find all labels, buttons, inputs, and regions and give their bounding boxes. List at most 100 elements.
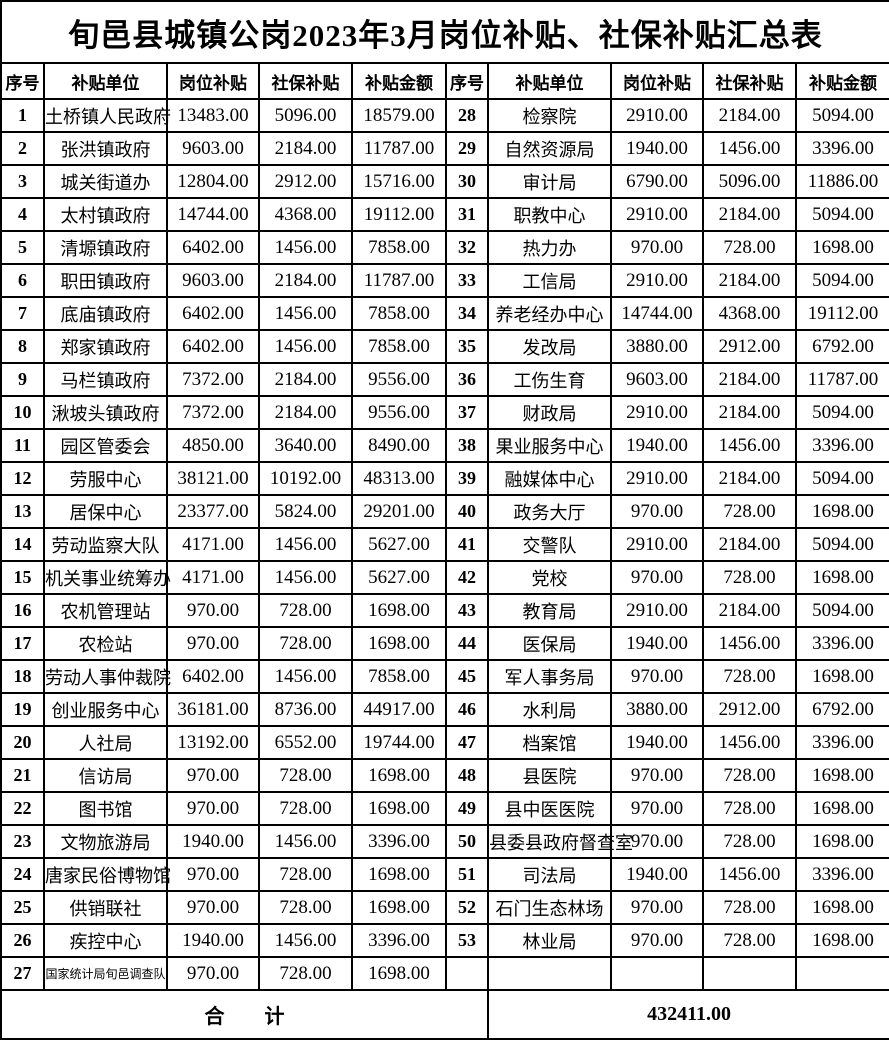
unit-cell: 机关事业统筹办 — [43, 560, 171, 595]
post-subsidy-cell: 970.00 — [610, 923, 704, 958]
post-subsidy-cell: 6790.00 — [610, 164, 704, 199]
subsidy-total-cell: 3396.00 — [794, 626, 889, 661]
subsidy-total-cell: 1698.00 — [794, 923, 889, 958]
post-subsidy-cell: 1940.00 — [610, 131, 704, 166]
unit-cell: 教育局 — [487, 593, 612, 628]
serial-cell: 51 — [445, 857, 489, 892]
subsidy-total-cell: 3396.00 — [351, 824, 447, 859]
social-subsidy-cell: 728.00 — [702, 758, 797, 793]
unit-cell: 石门生态林场 — [487, 890, 612, 925]
table-row: 10 湫坡头镇政府 7372.00 2184.00 9556.00 37 财政局 2910.0… — [0, 395, 889, 430]
serial-cell: 49 — [445, 791, 489, 826]
subsidy-total-cell: 7858.00 — [351, 296, 447, 331]
social-subsidy-cell: 2184.00 — [258, 362, 353, 397]
post-subsidy-cell: 9603.00 — [610, 362, 704, 397]
post-subsidy-cell: 1940.00 — [610, 725, 704, 760]
subsidy-total-cell: 19744.00 — [351, 725, 447, 760]
unit-cell: 职田镇政府 — [43, 263, 168, 298]
post-subsidy-cell: 9603.00 — [166, 263, 260, 298]
table-row: 7 底庙镇政府 6402.00 1456.00 7858.00 34 养老经办中心 14744… — [0, 296, 889, 331]
table-row: 11 园区管委会 4850.00 3640.00 8490.00 38 果业服务中心 1940… — [0, 428, 889, 463]
table-row: 5 清塬镇政府 6402.00 1456.00 7858.00 32 热力办 970.00 72… — [0, 230, 889, 265]
subsidy-total-cell: 1698.00 — [351, 593, 447, 628]
table-row: 6 职田镇政府 9603.00 2184.00 11787.00 33 工信局 2910.00… — [0, 263, 889, 298]
post-subsidy-cell: 12804.00 — [166, 164, 260, 199]
post-subsidy-cell: 970.00 — [610, 791, 704, 826]
social-subsidy-cell: 2912.00 — [258, 164, 353, 199]
post-subsidy-cell: 1940.00 — [610, 626, 704, 661]
serial-cell: 4 — [0, 197, 45, 232]
serial-cell: 27 — [0, 956, 45, 991]
social-subsidy-cell: 8736.00 — [258, 692, 353, 727]
table-row: 27 国家统计局旬邑调查队 970.00 728.00 1698.00 — [0, 956, 889, 991]
serial-cell: 13 — [0, 494, 45, 529]
social-subsidy-cell: 1456.00 — [702, 626, 797, 661]
social-subsidy-cell: 1456.00 — [258, 230, 353, 265]
post-subsidy-cell: 4850.00 — [166, 428, 260, 463]
unit-cell: 医保局 — [487, 626, 612, 661]
social-subsidy-cell: 728.00 — [258, 791, 353, 826]
serial-cell: 8 — [0, 329, 45, 364]
unit-cell: 人社局 — [43, 725, 168, 760]
social-subsidy-cell: 6552.00 — [258, 725, 353, 760]
unit-cell: 政务大厅 — [487, 494, 612, 529]
social-subsidy-cell: 2184.00 — [702, 263, 797, 298]
subsidy-total-cell: 7858.00 — [351, 230, 447, 265]
subsidy-total-cell: 1698.00 — [794, 230, 889, 265]
unit-cell: 果业服务中心 — [487, 428, 612, 463]
subsidy-total-cell: 15716.00 — [351, 164, 447, 199]
serial-cell: 37 — [445, 395, 489, 430]
social-subsidy-cell: 2184.00 — [702, 197, 797, 232]
post-subsidy-cell: 970.00 — [166, 791, 260, 826]
post-subsidy-cell: 13483.00 — [166, 98, 260, 133]
subsidy-total-cell: 5094.00 — [794, 98, 889, 133]
unit-cell: 劳服中心 — [43, 461, 168, 496]
subsidy-total-cell: 1698.00 — [794, 560, 889, 595]
unit-cell: 疾控中心 — [43, 923, 168, 958]
subsidy-total-cell: 1698.00 — [351, 791, 447, 826]
social-subsidy-cell: 5096.00 — [258, 98, 353, 133]
social-subsidy-cell: 728.00 — [258, 593, 353, 628]
social-subsidy-cell: 2184.00 — [702, 98, 797, 133]
table-row: 24 唐家民俗博物馆 970.00 728.00 1698.00 51 司法局 1940.00… — [0, 857, 889, 892]
subsidy-total-cell: 8490.00 — [351, 428, 447, 463]
subsidy-total-cell: 1698.00 — [351, 626, 447, 661]
post-subsidy-cell: 1940.00 — [166, 824, 260, 859]
social-subsidy-cell: 728.00 — [702, 494, 797, 529]
unit-cell: 唐家民俗博物馆 — [43, 857, 171, 892]
subsidy-total-cell: 3396.00 — [351, 923, 447, 958]
post-subsidy-cell: 2910.00 — [610, 593, 704, 628]
post-subsidy-cell: 6402.00 — [166, 659, 260, 694]
serial-cell: 10 — [0, 395, 45, 430]
subsidy-total-cell: 11787.00 — [351, 263, 447, 298]
social-subsidy-cell: 1456.00 — [702, 857, 797, 892]
unit-cell: 居保中心 — [43, 494, 168, 529]
social-subsidy-cell: 2184.00 — [258, 131, 353, 166]
subsidy-total-cell: 3396.00 — [794, 725, 889, 760]
social-subsidy-cell: 2912.00 — [702, 329, 797, 364]
social-subsidy-cell: 5824.00 — [258, 494, 353, 529]
subsidy-total-cell: 44917.00 — [351, 692, 447, 727]
post-subsidy-cell: 36181.00 — [166, 692, 260, 727]
serial-cell: 6 — [0, 263, 45, 298]
post-subsidy-cell: 2910.00 — [610, 527, 704, 562]
post-subsidy-cell: 9603.00 — [166, 131, 260, 166]
social-subsidy-cell: 2184.00 — [702, 395, 797, 430]
social-subsidy-cell: 728.00 — [258, 626, 353, 661]
social-subsidy-cell: 1456.00 — [258, 329, 353, 364]
unit-cell: 发改局 — [487, 329, 612, 364]
serial-cell: 50 — [445, 824, 489, 859]
social-subsidy-cell: 728.00 — [702, 659, 797, 694]
table-row: 8 郑家镇政府 6402.00 1456.00 7858.00 35 发改局 3880.00 2… — [0, 329, 889, 364]
social-subsidy-cell: 728.00 — [258, 758, 353, 793]
post-subsidy-cell: 970.00 — [610, 890, 704, 925]
unit-cell: 水利局 — [487, 692, 612, 727]
unit-cell: 农检站 — [43, 626, 168, 661]
serial-cell: 25 — [0, 890, 45, 925]
post-subsidy-cell: 14744.00 — [166, 197, 260, 232]
serial-cell: 12 — [0, 461, 45, 496]
table-body: 1 土桥镇人民政府 13483.00 5096.00 18579.00 28 检察院 2910… — [0, 98, 889, 991]
table-row: 3 城关街道办 12804.00 2912.00 15716.00 30 审计局 6790.0… — [0, 164, 889, 199]
unit-cell: 创业服务中心 — [43, 692, 168, 727]
post-subsidy-cell: 970.00 — [166, 890, 260, 925]
